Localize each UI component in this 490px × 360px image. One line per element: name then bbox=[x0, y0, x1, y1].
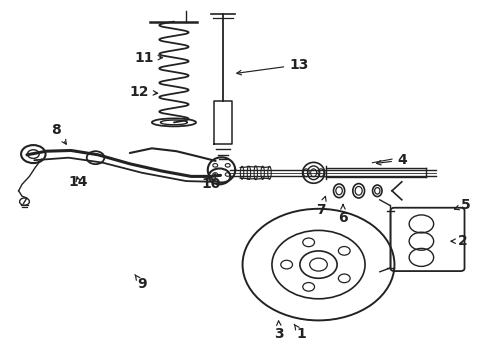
Text: 1: 1 bbox=[294, 324, 306, 341]
Text: 11: 11 bbox=[135, 51, 163, 64]
Text: 3: 3 bbox=[274, 321, 284, 341]
Text: 5: 5 bbox=[455, 198, 470, 212]
Text: 2: 2 bbox=[451, 234, 468, 248]
Text: 8: 8 bbox=[51, 123, 66, 144]
Text: 10: 10 bbox=[201, 174, 220, 191]
Text: 12: 12 bbox=[130, 85, 158, 99]
Text: 14: 14 bbox=[69, 175, 88, 189]
Text: 4: 4 bbox=[376, 153, 407, 167]
Text: 9: 9 bbox=[135, 275, 147, 291]
Text: 6: 6 bbox=[338, 204, 348, 225]
Text: 13: 13 bbox=[237, 58, 309, 75]
Text: 7: 7 bbox=[316, 196, 326, 216]
